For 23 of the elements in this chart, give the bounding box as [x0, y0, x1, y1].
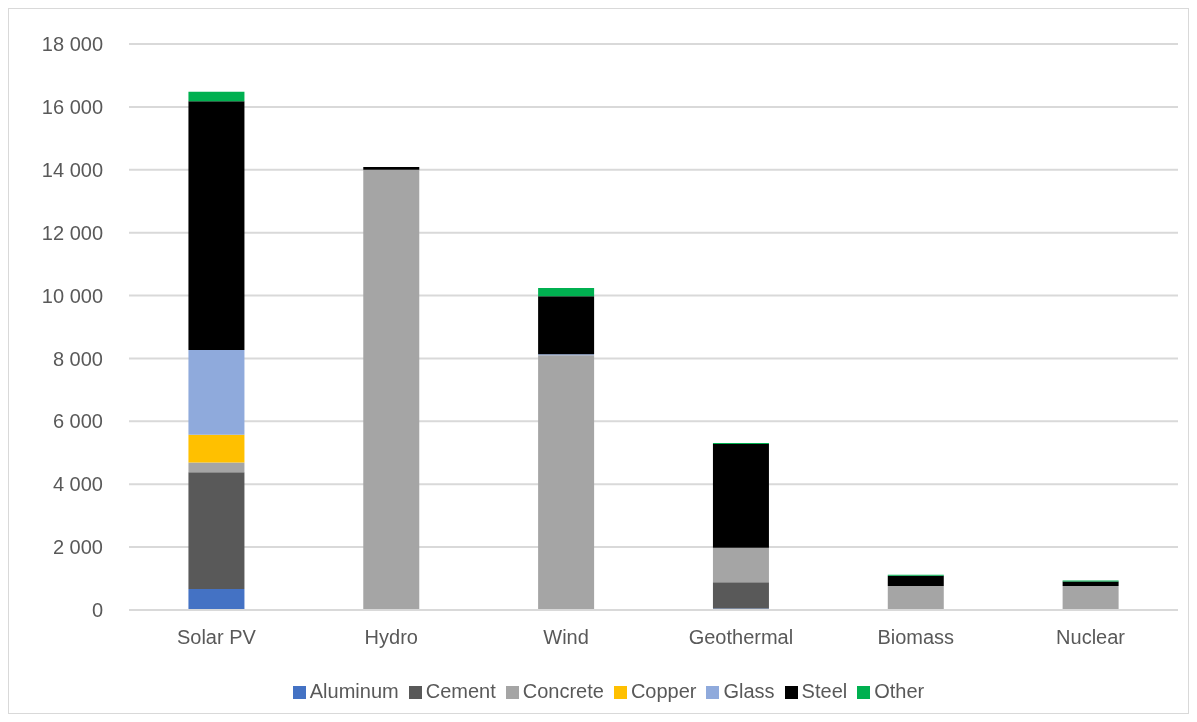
legend-label: Concrete — [522, 680, 604, 702]
legend-label: Other — [874, 680, 925, 702]
y-tick-label: 12 000 — [41, 221, 103, 244]
y-tick-label: 16 000 — [41, 95, 103, 118]
x-tick-label: Geothermal — [688, 626, 794, 649]
legend-label: Glass — [723, 680, 775, 702]
y-tick-label: 0 — [91, 599, 103, 622]
x-tick-label: Wind — [543, 626, 589, 649]
y-tick-label: 4 000 — [52, 473, 103, 496]
y-tick-label: 10 000 — [41, 284, 103, 307]
y-tick-label: 8 000 — [52, 347, 103, 370]
x-tick-label: Nuclear — [1056, 626, 1126, 649]
legend-label: Aluminum — [309, 680, 399, 702]
legend-label: Copper — [630, 680, 697, 702]
legend-label: Cement — [425, 680, 496, 702]
y-tick-label: 6 000 — [52, 410, 103, 433]
y-tick-label: 2 000 — [52, 536, 103, 559]
legend-label: Steel — [801, 680, 848, 702]
x-tick-label: Solar PV — [176, 626, 257, 649]
x-tick-label: Biomass — [877, 626, 955, 649]
y-tick-label: 14 000 — [41, 158, 103, 181]
y-tick-label: 18 000 — [41, 33, 103, 56]
x-tick-label: Hydro — [364, 626, 418, 649]
